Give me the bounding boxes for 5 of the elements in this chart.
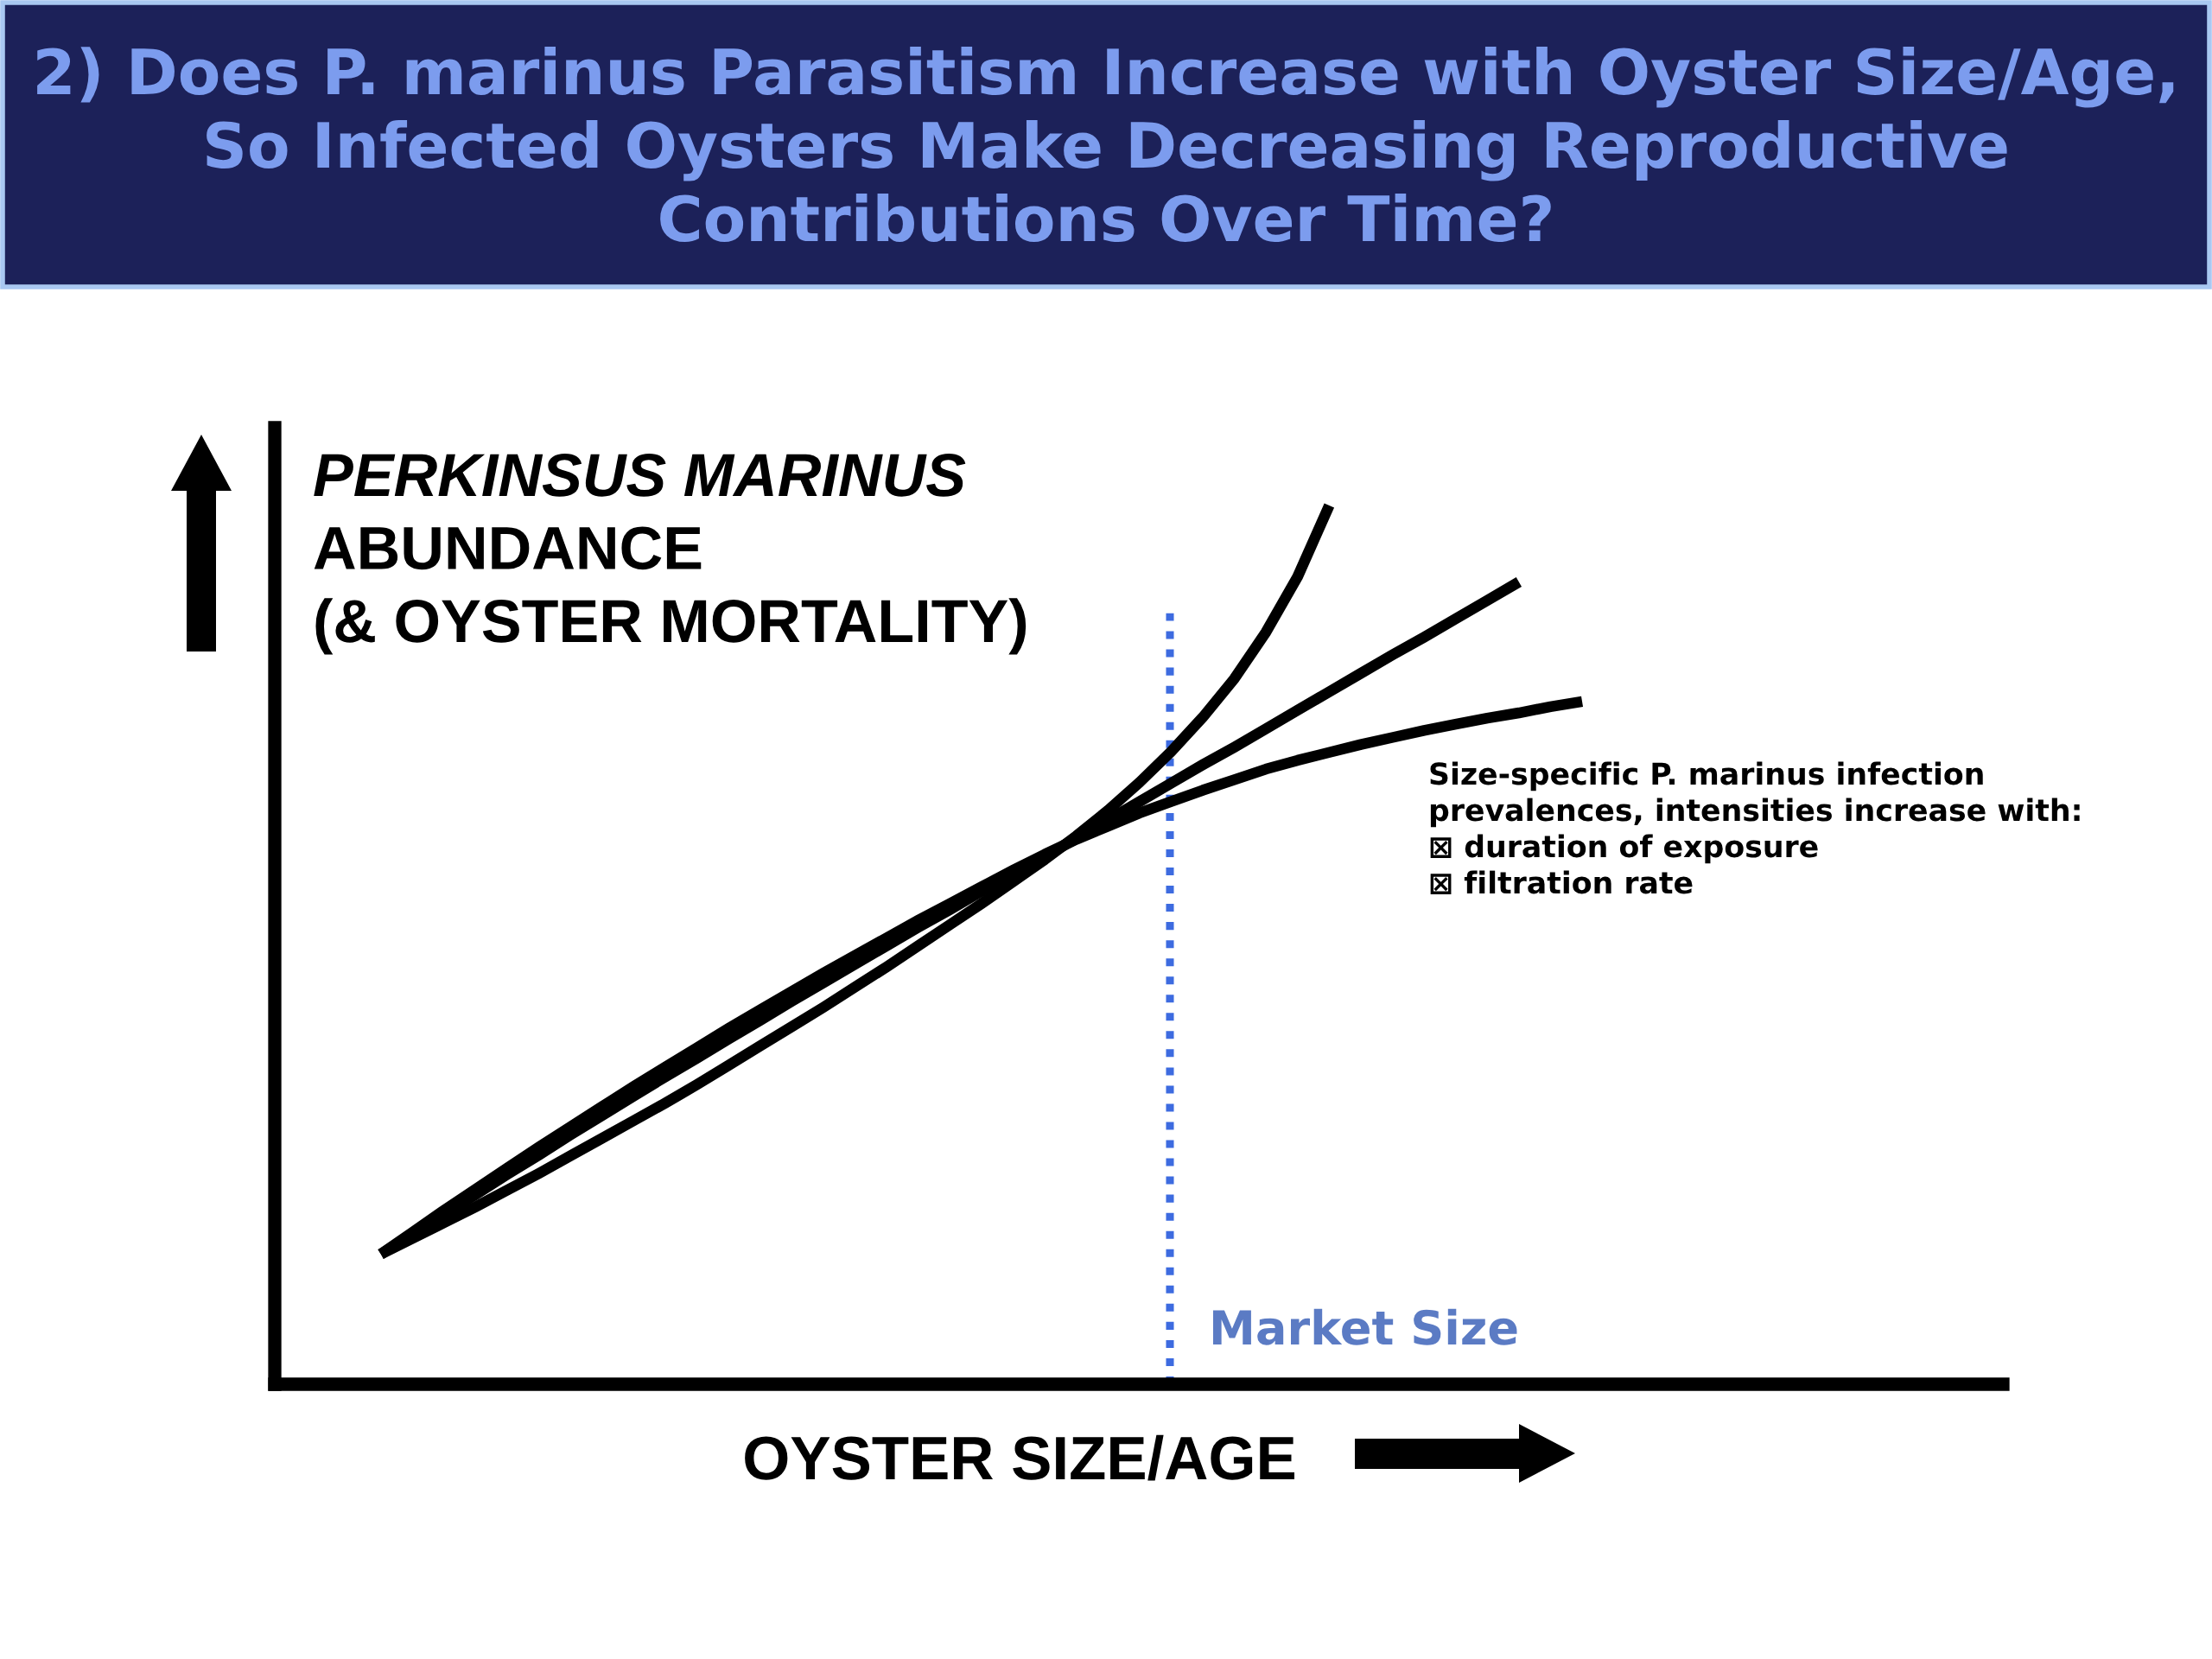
annotation: Size-specific P. marinus infection prevalences, intensities increase with: ⊠ duration of exposure ⊠ filtration rate: [1430, 761, 2080, 894]
y-axis-title: PERKINSUS MARINUS ABUNDANCE (& OYSTER MORTALITY): [314, 454, 1027, 655]
annotation: Market Size: [1212, 1308, 1517, 1345]
chart-title: 2) Does P. marinus Parasitism Increase with Oyster Size/Age, So Infected Oysters Make Decreasing Reproductive Contributions Over Time?: [37, 47, 2174, 243]
x-axis-title: OYSTER SIZE/AGE: [745, 1434, 1295, 1481]
